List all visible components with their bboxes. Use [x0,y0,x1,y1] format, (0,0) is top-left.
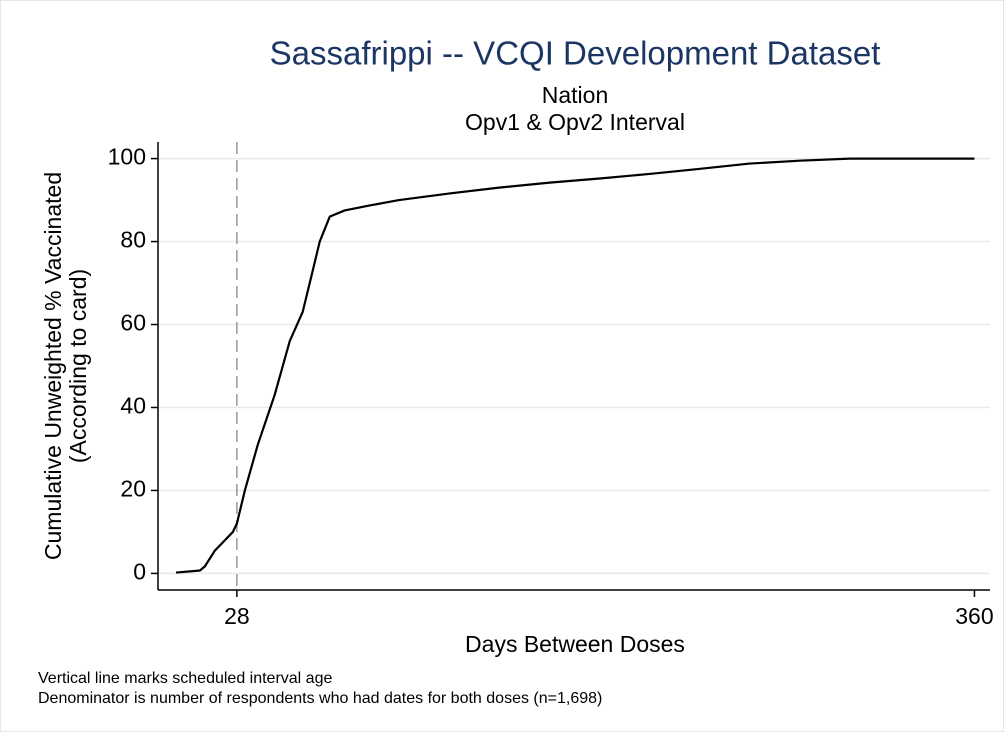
y-tick-label: 40 [120,393,146,419]
x-tick-label: 360 [955,603,993,629]
chart-title: Sassafrippi -- VCQI Development Dataset [270,35,881,72]
note: Denominator is number of respondents who… [38,690,602,707]
y-tick-label: 60 [120,310,146,336]
x-axis-label: Days Between Doses [465,631,685,657]
note: Vertical line marks scheduled interval a… [38,670,332,687]
y-tick-label: 80 [120,227,146,253]
chart-subtitle: Nation [542,82,608,108]
y-axis-label: Cumulative Unweighted % Vaccinated [40,172,66,560]
y-tick-label: 100 [108,144,146,170]
y-tick-label: 0 [133,558,146,584]
y-tick-label: 20 [120,476,146,502]
x-tick-label: 28 [224,603,250,629]
chart-subtitle: Opv1 & Opv2 Interval [465,109,685,135]
y-axis-label: (According to card) [65,269,91,463]
data-line [175,157,975,574]
